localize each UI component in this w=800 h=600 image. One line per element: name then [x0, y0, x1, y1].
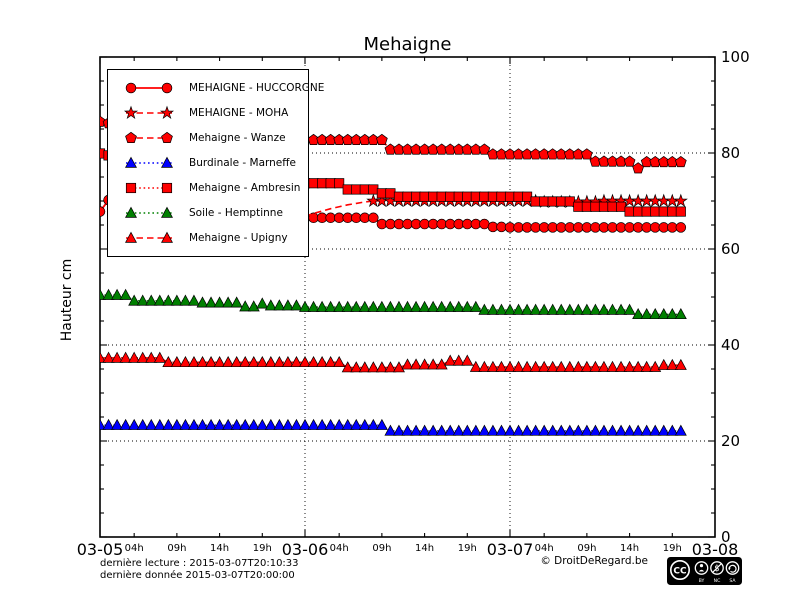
legend-item-label: Soile - Hemptinne [189, 206, 283, 219]
x-day-label: 03-08 [691, 540, 739, 559]
legend-item: Mehaigne - Wanze [108, 125, 308, 150]
copyright-text: © DroitDeRegard.be [540, 555, 648, 567]
x-hour-label: 09h [372, 543, 392, 554]
x-hour-label: 14h [620, 543, 640, 554]
legend-marker-icon [123, 105, 175, 119]
legend-marker-icon [125, 206, 173, 218]
svg-text:CC: CC [673, 567, 687, 577]
last-data-text: dernière donnée 2015-03-07T20:00:00 [100, 569, 295, 581]
x-day-label: 03-07 [486, 540, 534, 559]
x-hour-label: 19h [457, 543, 477, 554]
legend-item: MEHAIGNE - HUCCORGNE [108, 75, 324, 100]
legend-item: Burdinale - Marneffe [108, 150, 308, 175]
legend: MEHAIGNE - HUCCORGNE MEHAIGNE - MOHA Meh… [107, 69, 324, 257]
sa-icon [725, 561, 740, 575]
x-hour-label: 04h [329, 543, 349, 554]
y-tick-label: 80 [721, 144, 741, 162]
x-hour-label: 19h [252, 543, 272, 554]
footer-status: dernière lecture : 2015-03-07T20:10:33 d… [100, 558, 299, 581]
x-hour-label: 09h [577, 543, 597, 554]
legend-item: Mehaigne - Ambresin [108, 175, 308, 200]
x-hour-label: 04h [534, 543, 554, 554]
legend-item-label: Burdinale - Marneffe [189, 156, 296, 169]
legend-item-label: Mehaigne - Ambresin [189, 181, 301, 194]
x-hour-label: 19h [662, 543, 682, 554]
legend-item-label: MEHAIGNE - HUCCORGNE [189, 81, 325, 94]
legend-item: Soile - Hemptinne [108, 200, 308, 225]
last-reading-text: dernière lecture : 2015-03-07T20:10:33 [100, 558, 299, 569]
x-day-label: 03-05 [76, 540, 124, 559]
y-tick-label: 0 [721, 528, 731, 546]
chart-title: Mehaigne [363, 34, 452, 55]
sa-label: SA [729, 578, 736, 584]
y-tick-label: 100 [721, 48, 750, 66]
legend-marker-icon [125, 82, 173, 93]
x-day-label: 03-06 [281, 540, 329, 559]
legend-item: MEHAIGNE - MOHA [108, 100, 308, 125]
legend-marker-icon [125, 182, 173, 193]
y-tick-label: 20 [721, 432, 741, 450]
legend-item-label: Mehaigne - Wanze [189, 131, 286, 144]
legend-item-label: Mehaigne - Upigny [189, 231, 288, 244]
cc-icon: CC [670, 560, 690, 580]
by-label: BY [699, 578, 705, 584]
x-hour-label: 14h [210, 543, 230, 554]
svg-text:$: $ [714, 564, 719, 574]
x-hour-label: 14h [415, 543, 435, 554]
nc-label: NC [714, 578, 721, 584]
y-tick-label: 40 [721, 336, 741, 354]
legend-item: Mehaigne - Upigny [108, 225, 308, 250]
legend-marker-icon [125, 156, 173, 168]
x-hour-label: 04h [124, 543, 144, 554]
y-tick-label: 60 [721, 240, 741, 258]
by-icon [694, 561, 709, 575]
legend-marker-icon [125, 131, 173, 143]
x-hour-label: 09h [167, 543, 187, 554]
cc-license-badge: CC $ BY NC SA [667, 557, 742, 585]
nc-icon: $ [710, 561, 724, 575]
legend-item-label: MEHAIGNE - MOHA [189, 106, 289, 119]
legend-marker-icon [125, 231, 173, 243]
